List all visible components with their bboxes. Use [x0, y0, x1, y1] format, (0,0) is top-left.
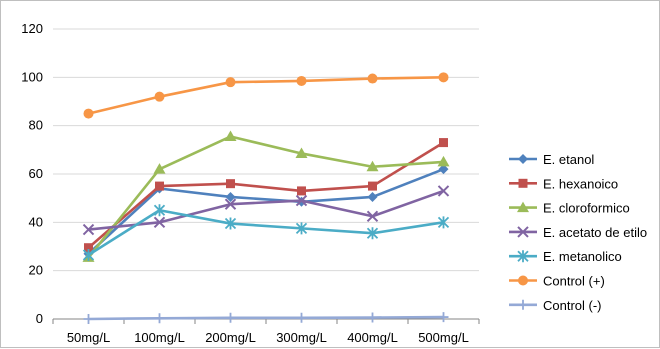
data-point	[224, 130, 237, 142]
data-point	[438, 72, 449, 83]
data-point	[366, 210, 379, 222]
data-point	[437, 216, 450, 229]
data-point	[84, 243, 93, 253]
series-6	[83, 72, 449, 119]
legend-label: Control (+)	[543, 274, 605, 289]
y-tick-label: 40	[29, 214, 43, 229]
data-point	[437, 155, 450, 167]
series-4	[82, 185, 450, 236]
data-point	[439, 138, 448, 148]
data-point	[367, 312, 378, 323]
data-point	[153, 216, 166, 229]
x-tick-label: 500mg/L	[418, 330, 469, 345]
series-7	[83, 312, 449, 324]
legend-entry: E. hexanoico	[509, 176, 618, 191]
data-point	[366, 227, 379, 240]
legend-entry: E. cloroformico	[509, 201, 630, 216]
series-line	[88, 76, 444, 115]
series-3	[82, 130, 450, 262]
data-point	[438, 164, 449, 175]
x-tick-label: 50mg/L	[67, 330, 110, 345]
data-point	[224, 217, 237, 230]
series-1	[83, 164, 449, 259]
y-tick-label: 20	[29, 263, 43, 278]
data-point	[297, 186, 306, 196]
legend-swatch-marker	[518, 154, 528, 164]
data-point	[226, 179, 235, 189]
data-point	[296, 75, 307, 86]
series-line	[87, 141, 445, 249]
y-tick-label: 80	[29, 118, 43, 133]
data-point	[367, 191, 378, 202]
legend-label: E. metanolico	[543, 249, 622, 264]
data-point	[155, 181, 164, 191]
legend-swatch-marker	[517, 250, 529, 263]
x-tick-label: 400mg/L	[347, 330, 398, 345]
data-point	[224, 198, 237, 210]
data-point	[153, 204, 166, 217]
y-tick-label: 60	[29, 166, 43, 181]
legend-swatch-marker	[517, 201, 529, 213]
y-tick-label: 120	[21, 21, 43, 36]
series-5	[82, 204, 450, 261]
data-point	[437, 185, 450, 197]
data-point	[367, 73, 378, 84]
data-point	[295, 147, 308, 158]
legend-entry: E. etanol	[509, 152, 594, 167]
data-point	[225, 191, 236, 202]
data-point	[296, 312, 307, 323]
series-line	[88, 189, 444, 231]
legend-swatch-marker	[517, 226, 529, 238]
series-2	[84, 138, 448, 253]
legend: E. etanol E. hexanoico E. cloroformico E. a…	[509, 152, 647, 313]
data-point	[83, 108, 94, 119]
legend-label: E. acetato de etilo	[543, 225, 647, 240]
data-point	[153, 163, 166, 174]
series-line	[87, 135, 444, 259]
legend-label: E. hexanoico	[543, 176, 618, 191]
x-tick-label: 300mg/L	[276, 330, 327, 345]
legend-entry: E. metanolico	[509, 249, 622, 264]
y-tick-label: 100	[21, 69, 43, 84]
data-point	[154, 91, 165, 102]
y-tick-label: 0	[36, 311, 43, 326]
legend-swatch-marker	[518, 275, 528, 286]
data-point	[83, 314, 94, 324]
data-point	[82, 223, 95, 236]
data-point	[366, 160, 379, 172]
data-point	[154, 313, 165, 324]
legend-entry: Control (-)	[509, 298, 602, 313]
series	[82, 72, 450, 324]
series-line	[88, 315, 444, 321]
legend-label: Control (-)	[543, 298, 602, 313]
gridlines	[53, 28, 479, 272]
series-line	[87, 208, 444, 257]
data-point	[225, 77, 236, 88]
series-line	[87, 167, 444, 255]
data-point	[295, 222, 308, 235]
legend-swatch-marker	[518, 299, 528, 310]
legend-entry: Control (+)	[509, 274, 605, 289]
legend-label: E. cloroformico	[543, 201, 630, 216]
data-point	[295, 194, 308, 207]
x-tick-label: 100mg/L	[134, 330, 185, 345]
data-point	[438, 312, 449, 323]
x-tick-label: 200mg/L	[205, 330, 256, 345]
legend-label: E. etanol	[543, 152, 594, 167]
legend-entry: E. acetato de etilo	[509, 225, 647, 240]
data-point	[225, 312, 236, 323]
legend-swatch-marker	[518, 178, 528, 188]
data-point	[368, 181, 377, 191]
axes: 0 20 40 60 80 100 120 50mg/L 100mg/L 200mg/L 300mg…	[21, 21, 480, 345]
data-point	[82, 248, 95, 261]
